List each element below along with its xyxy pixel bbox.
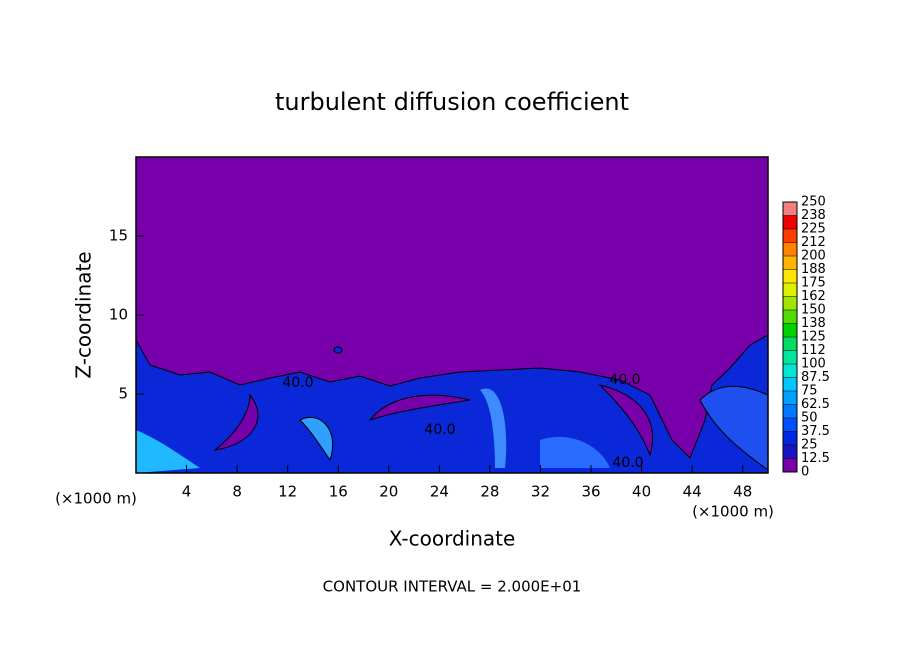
contour-label: 40.0 [282,375,313,391]
colorbar-swatch [783,283,797,297]
y-unit-label: (×1000 m) [55,490,137,508]
colorbar-label: 212 [801,235,826,250]
colorbar-label: 200 [801,249,826,264]
colorbar-label: 0 [801,465,809,480]
x-tick-label: 48 [733,483,752,501]
field-region [598,384,654,457]
field-region [136,430,200,473]
colorbar-swatch [783,418,797,432]
x-axis-label: X-coordinate [389,527,516,551]
x-tick-label: 24 [430,483,449,501]
colorbar-swatch [783,269,797,283]
field-region [480,388,507,468]
colorbar-swatch [783,323,797,337]
colorbar-label: 87.5 [801,370,830,385]
x-tick-label: 40 [632,483,651,501]
field-region [540,436,610,468]
colorbar-swatch [783,229,797,243]
colorbar-label: 250 [801,195,826,210]
y-tick-label: 5 [118,385,128,403]
colorbar-swatch [783,337,797,351]
x-tick-label: 32 [531,483,550,501]
footnote: CONTOUR INTERVAL = 2.000E+01 [323,578,582,596]
colorbar-label: 37.5 [801,424,830,439]
y-tick-label: 10 [109,306,128,324]
colorbar-swatch [783,256,797,270]
field-region [299,416,334,462]
colorbar-label: 62.5 [801,397,830,412]
field-region [333,346,343,354]
colorbar-swatch [783,377,797,391]
colorbar-label: 238 [801,208,826,223]
x-tick-label: 4 [182,483,192,501]
colorbar-swatch [783,242,797,256]
colorbar-swatch [783,296,797,310]
colorbar-label: 162 [801,289,826,304]
colorbar-swatch [783,431,797,445]
colorbar-swatch [783,391,797,405]
colorbar-label: 175 [801,276,826,291]
colorbar-swatch [783,350,797,364]
x-tick-label: 8 [232,483,242,501]
field-region [213,393,259,451]
x-tick-label: 36 [581,483,600,501]
chart-title: turbulent diffusion coefficient [275,88,629,116]
colorbar-label: 150 [801,303,826,318]
field [135,157,769,474]
colorbar-swatch [783,404,797,418]
x-tick-label: 12 [278,483,297,501]
colorbar-swatch [783,202,797,216]
y-axis-label: Z-coordinate [72,251,96,378]
colorbar-swatch [783,310,797,324]
x-unit-label: (×1000 m) [692,503,774,521]
colorbar-label: 225 [801,222,826,237]
x-tick-label: 16 [329,483,348,501]
contour-label: 40.0 [424,422,455,438]
colorbar-label: 12.5 [801,451,830,466]
colorbar-label: 25 [801,438,818,453]
colorbar-label: 112 [801,343,826,358]
colorbar-label: 100 [801,357,826,372]
field-region [135,334,769,474]
field-region [368,394,471,422]
colorbar-swatch [783,458,797,472]
colorbar-label: 188 [801,262,826,277]
x-tick-label: 28 [480,483,499,501]
colorbar-label: 138 [801,316,826,331]
contour-label: 40.0 [612,455,643,471]
colorbar-swatch [783,364,797,378]
x-tick-label: 44 [683,483,702,501]
y-tick-label: 15 [109,227,128,245]
contour-label: 40.0 [609,372,640,388]
x-tick-label: 20 [379,483,398,501]
colorbar-label: 75 [801,384,818,399]
colorbar-label: 125 [801,330,826,345]
colorbar-label: 50 [801,411,818,426]
colorbar-swatch [783,215,797,229]
colorbar-swatch [783,445,797,459]
